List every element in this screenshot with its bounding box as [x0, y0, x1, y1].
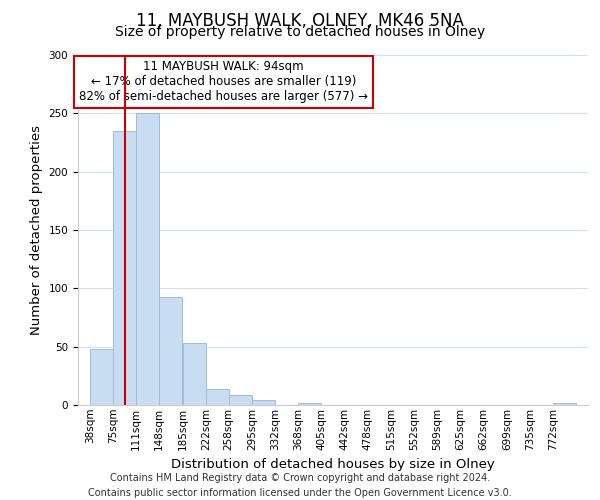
Text: Contains HM Land Registry data © Crown copyright and database right 2024.
Contai: Contains HM Land Registry data © Crown c… [88, 472, 512, 498]
Y-axis label: Number of detached properties: Number of detached properties [30, 125, 43, 335]
Bar [113, 131, 136, 405]
Text: 11 MAYBUSH WALK: 94sqm
← 17% of detached houses are smaller (119)
82% of semi-de: 11 MAYBUSH WALK: 94sqm ← 17% of detached… [79, 60, 368, 104]
Bar [159, 296, 182, 405]
Bar [206, 388, 229, 405]
Text: 11, MAYBUSH WALK, OLNEY, MK46 5NA: 11, MAYBUSH WALK, OLNEY, MK46 5NA [136, 12, 464, 30]
Bar [553, 402, 576, 405]
X-axis label: Distribution of detached houses by size in Olney: Distribution of detached houses by size … [171, 458, 495, 471]
Bar [252, 400, 275, 405]
Bar [182, 343, 206, 405]
Bar [136, 114, 159, 405]
Bar [90, 349, 113, 405]
Bar [229, 394, 252, 405]
Bar [298, 402, 321, 405]
Text: Size of property relative to detached houses in Olney: Size of property relative to detached ho… [115, 25, 485, 39]
